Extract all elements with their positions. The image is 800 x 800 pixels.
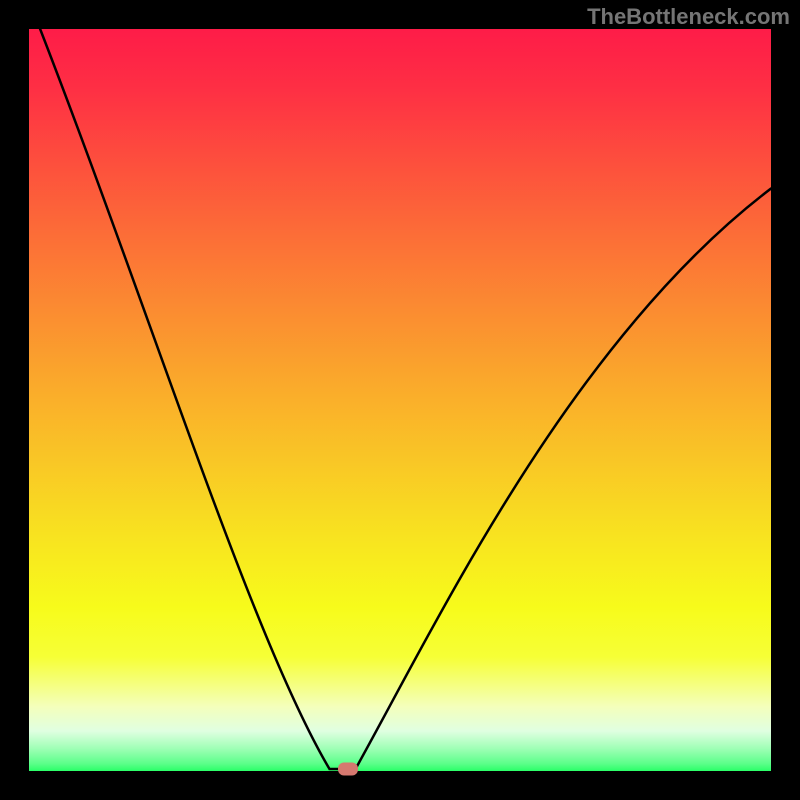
plot-area xyxy=(29,29,771,771)
watermark-text: TheBottleneck.com xyxy=(587,4,790,30)
curve-path xyxy=(40,29,771,769)
bottleneck-curve xyxy=(29,29,771,771)
optimal-marker xyxy=(338,762,358,775)
chart-container: TheBottleneck.com xyxy=(0,0,800,800)
